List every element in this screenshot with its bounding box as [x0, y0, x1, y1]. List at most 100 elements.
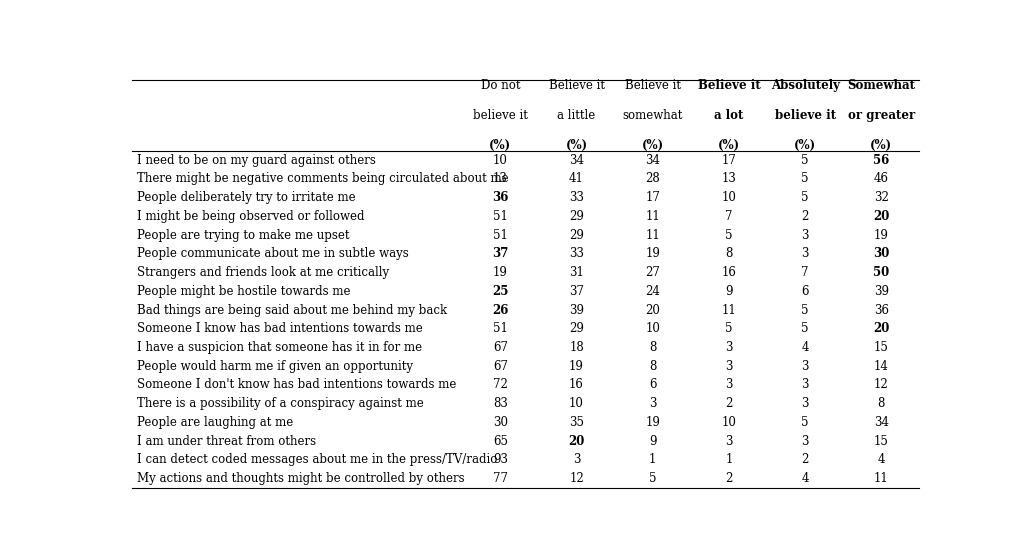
- Text: 41: 41: [569, 172, 584, 185]
- Text: Believe it: Believe it: [698, 79, 760, 92]
- Text: 4: 4: [877, 454, 885, 466]
- Text: 51: 51: [492, 229, 508, 242]
- Text: (%): (%): [565, 139, 588, 152]
- Text: (%): (%): [794, 139, 817, 152]
- Text: 8: 8: [877, 397, 885, 410]
- Text: 56: 56: [873, 153, 890, 167]
- Text: (%): (%): [870, 139, 893, 152]
- Text: 27: 27: [645, 266, 660, 279]
- Text: (%): (%): [641, 139, 664, 152]
- Text: 33: 33: [569, 191, 584, 204]
- Text: 36: 36: [492, 191, 509, 204]
- Text: 20: 20: [645, 304, 660, 316]
- Text: 16: 16: [721, 266, 737, 279]
- Text: 10: 10: [721, 416, 737, 429]
- Text: 7: 7: [725, 210, 733, 223]
- Text: People deliberately try to irritate me: People deliberately try to irritate me: [137, 191, 356, 204]
- Text: 19: 19: [645, 247, 660, 260]
- Text: 2: 2: [725, 397, 733, 410]
- Text: 67: 67: [492, 341, 508, 354]
- Text: Do not: Do not: [480, 79, 520, 92]
- Text: 19: 19: [569, 360, 584, 373]
- Text: 13: 13: [492, 172, 508, 185]
- Text: Believe it: Believe it: [625, 79, 680, 92]
- Text: 26: 26: [492, 304, 509, 316]
- Text: 20: 20: [873, 323, 890, 335]
- Text: 12: 12: [569, 472, 584, 485]
- Text: 19: 19: [492, 266, 508, 279]
- Text: My actions and thoughts might be controlled by others: My actions and thoughts might be control…: [137, 472, 465, 485]
- Text: 7: 7: [801, 266, 808, 279]
- Text: 15: 15: [874, 341, 889, 354]
- Text: 51: 51: [492, 323, 508, 335]
- Text: 37: 37: [569, 285, 584, 298]
- Text: 28: 28: [645, 172, 660, 185]
- Text: (%): (%): [718, 139, 740, 152]
- Text: 19: 19: [874, 229, 889, 242]
- Text: 5: 5: [725, 229, 733, 242]
- Text: 10: 10: [569, 397, 584, 410]
- Text: There might be negative comments being circulated about me: There might be negative comments being c…: [137, 172, 509, 185]
- Text: 29: 29: [569, 229, 584, 242]
- Text: 3: 3: [801, 360, 808, 373]
- Text: 11: 11: [874, 472, 889, 485]
- Text: 3: 3: [801, 247, 808, 260]
- Text: 9: 9: [725, 285, 733, 298]
- Text: 3: 3: [725, 341, 733, 354]
- Text: 32: 32: [874, 191, 889, 204]
- Text: (%): (%): [489, 139, 511, 152]
- Text: I can detect coded messages about me in the press/TV/radio: I can detect coded messages about me in …: [137, 454, 498, 466]
- Text: 4: 4: [801, 341, 808, 354]
- Text: 36: 36: [874, 304, 889, 316]
- Text: Believe it: Believe it: [549, 79, 604, 92]
- Text: Someone I know has bad intentions towards me: Someone I know has bad intentions toward…: [137, 323, 423, 335]
- Text: 5: 5: [801, 153, 808, 167]
- Text: 5: 5: [801, 172, 808, 185]
- Text: People might be hostile towards me: People might be hostile towards me: [137, 285, 351, 298]
- Text: Bad things are being said about me behind my back: Bad things are being said about me behin…: [137, 304, 447, 316]
- Text: 5: 5: [649, 472, 657, 485]
- Text: I need to be on my guard against others: I need to be on my guard against others: [137, 153, 376, 167]
- Text: 15: 15: [874, 435, 889, 448]
- Text: 2: 2: [725, 472, 733, 485]
- Text: 3: 3: [801, 397, 808, 410]
- Text: 35: 35: [569, 416, 584, 429]
- Text: People are trying to make me upset: People are trying to make me upset: [137, 229, 350, 242]
- Text: People would harm me if given an opportunity: People would harm me if given an opportu…: [137, 360, 413, 373]
- Text: believe it: believe it: [775, 109, 836, 122]
- Text: 3: 3: [725, 378, 733, 392]
- Text: 31: 31: [569, 266, 584, 279]
- Text: 3: 3: [573, 454, 581, 466]
- Text: Someone I don't know has bad intentions towards me: Someone I don't know has bad intentions …: [137, 378, 457, 392]
- Text: 65: 65: [492, 435, 508, 448]
- Text: 10: 10: [645, 323, 660, 335]
- Text: 9: 9: [649, 435, 657, 448]
- Text: 13: 13: [721, 172, 737, 185]
- Text: 6: 6: [649, 378, 657, 392]
- Text: 3: 3: [725, 360, 733, 373]
- Text: 1: 1: [725, 454, 733, 466]
- Text: 50: 50: [873, 266, 890, 279]
- Text: 4: 4: [801, 472, 808, 485]
- Text: People communicate about me in subtle ways: People communicate about me in subtle wa…: [137, 247, 408, 260]
- Text: 51: 51: [492, 210, 508, 223]
- Text: 12: 12: [874, 378, 889, 392]
- Text: 11: 11: [721, 304, 737, 316]
- Text: a lot: a lot: [714, 109, 744, 122]
- Text: 6: 6: [801, 285, 808, 298]
- Text: 5: 5: [801, 416, 808, 429]
- Text: 17: 17: [721, 153, 737, 167]
- Text: 5: 5: [801, 323, 808, 335]
- Text: Absolutely: Absolutely: [771, 79, 839, 92]
- Text: 16: 16: [569, 378, 584, 392]
- Text: 10: 10: [721, 191, 737, 204]
- Text: 20: 20: [873, 210, 890, 223]
- Text: There is a possibility of a conspiracy against me: There is a possibility of a conspiracy a…: [137, 397, 424, 410]
- Text: 33: 33: [569, 247, 584, 260]
- Text: 8: 8: [649, 341, 657, 354]
- Text: 25: 25: [492, 285, 509, 298]
- Text: People are laughing at me: People are laughing at me: [137, 416, 293, 429]
- Text: 46: 46: [874, 172, 889, 185]
- Text: 14: 14: [874, 360, 889, 373]
- Text: somewhat: somewhat: [623, 109, 683, 122]
